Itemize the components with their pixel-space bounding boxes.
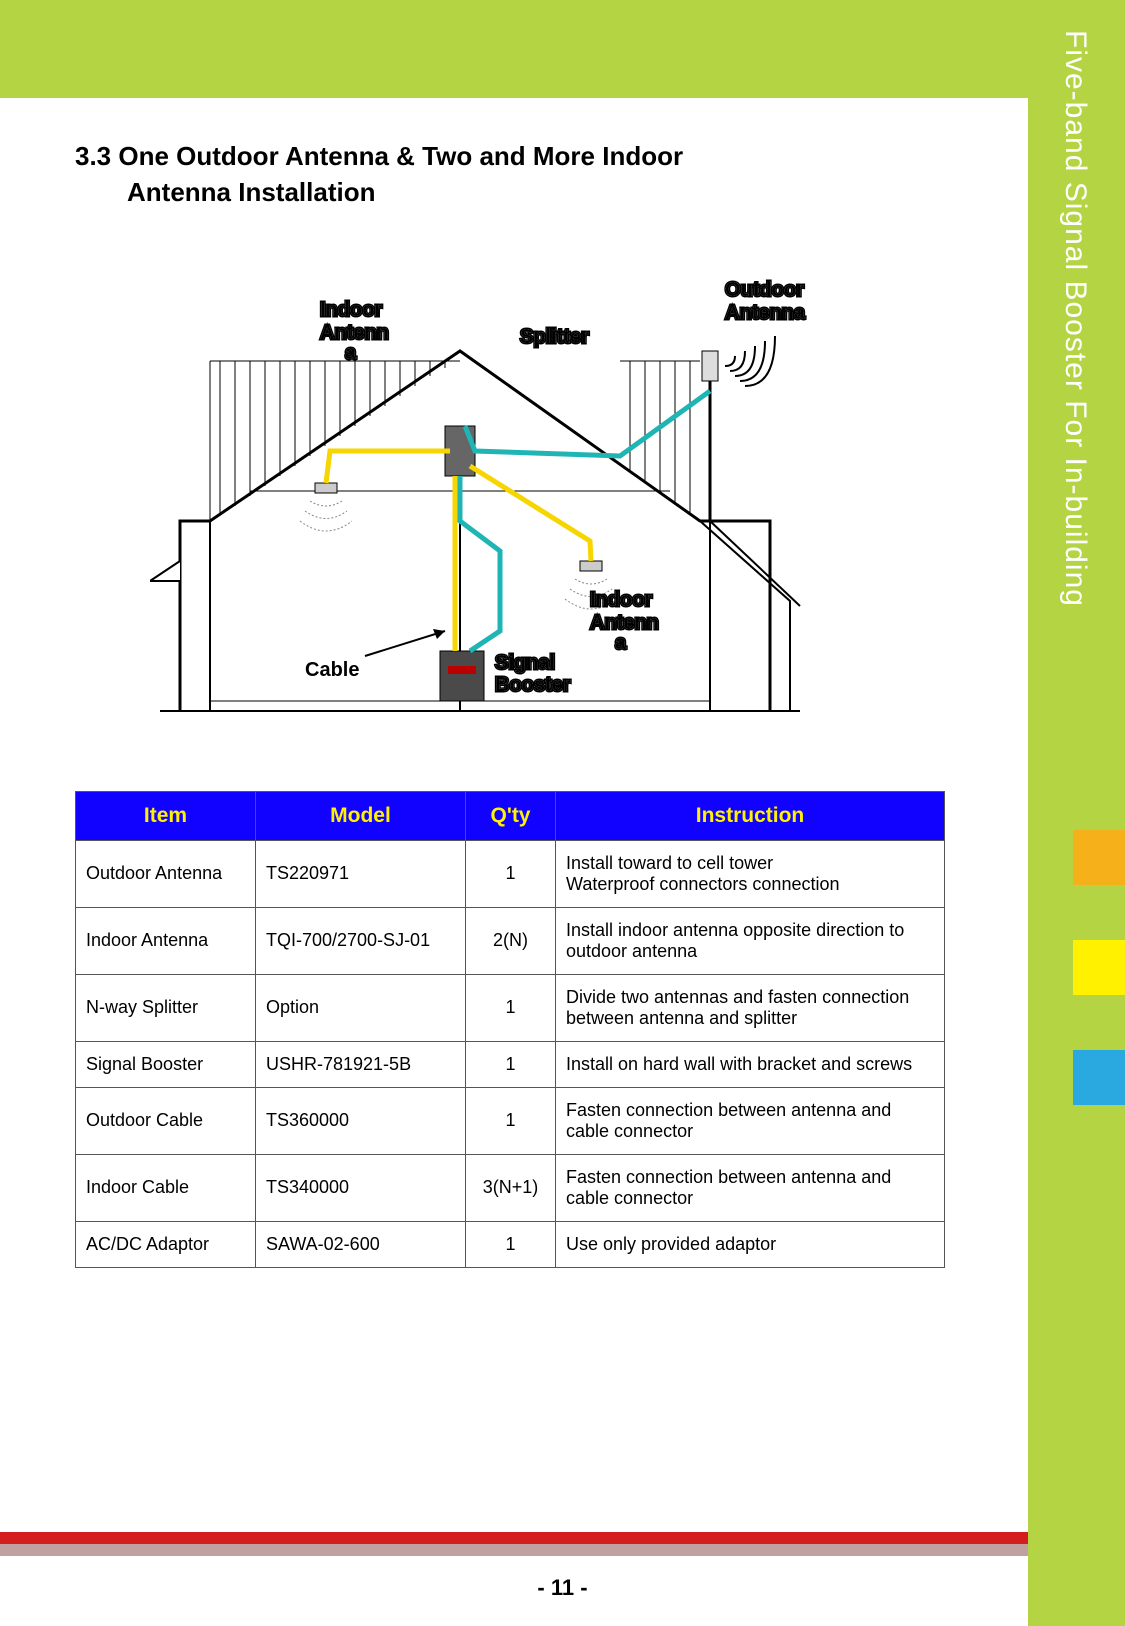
cell-item: Signal Booster bbox=[76, 1041, 256, 1087]
col-instruction: Instruction bbox=[556, 791, 945, 840]
cell-qty: 2(N) bbox=[466, 907, 556, 974]
side-block-cyan bbox=[1073, 1050, 1125, 1105]
installation-diagram: Indoor Indoor Antenn Antenn a a Splitter… bbox=[150, 261, 830, 731]
cell-qty: 1 bbox=[466, 1221, 556, 1267]
cell-qty: 1 bbox=[466, 1041, 556, 1087]
cell-item: AC/DC Adaptor bbox=[76, 1221, 256, 1267]
svg-text:Antenn: Antenn bbox=[320, 322, 389, 344]
cell-model: TS220971 bbox=[256, 840, 466, 907]
cell-instruction: Fasten connection between antenna and ca… bbox=[556, 1154, 945, 1221]
table-row: AC/DC Adaptor SAWA-02-600 1 Use only pro… bbox=[76, 1221, 945, 1267]
cell-instruction: Divide two antennas and fasten connectio… bbox=[556, 974, 945, 1041]
components-table: Item Model Q'ty Instruction Outdoor Ante… bbox=[75, 791, 945, 1268]
cell-instruction: Install toward to cell towerWaterproof c… bbox=[556, 840, 945, 907]
svg-text:Outdoor: Outdoor bbox=[725, 279, 804, 301]
cell-qty: 1 bbox=[466, 974, 556, 1041]
side-block-orange bbox=[1073, 830, 1125, 885]
cell-qty: 1 bbox=[466, 840, 556, 907]
bottom-bar-gray bbox=[0, 1544, 1028, 1556]
bottom-bars bbox=[0, 1532, 1028, 1556]
svg-text:Antenna: Antenna bbox=[725, 302, 806, 324]
table-row: Indoor Antenna TQI-700/2700-SJ-01 2(N) I… bbox=[76, 907, 945, 974]
cell-item: Outdoor Cable bbox=[76, 1087, 256, 1154]
cell-model: TS340000 bbox=[256, 1154, 466, 1221]
svg-text:Antenn: Antenn bbox=[590, 612, 659, 634]
svg-text:Splitter: Splitter bbox=[520, 326, 589, 348]
svg-text:a: a bbox=[345, 342, 357, 364]
cell-instruction: Use only provided adaptor bbox=[556, 1221, 945, 1267]
cell-model: TQI-700/2700-SJ-01 bbox=[256, 907, 466, 974]
section-title: 3.3 One Outdoor Antenna & Two and More I… bbox=[75, 138, 968, 211]
cell-instruction: Install indoor antenna opposite directio… bbox=[556, 907, 945, 974]
table-row: Outdoor Cable TS360000 1 Fasten connecti… bbox=[76, 1087, 945, 1154]
col-model: Model bbox=[256, 791, 466, 840]
cell-item: Indoor Cable bbox=[76, 1154, 256, 1221]
table-row: N-way Splitter Option 1 Divide two anten… bbox=[76, 974, 945, 1041]
cell-instruction: Fasten connection between antenna and ca… bbox=[556, 1087, 945, 1154]
cell-item: Indoor Antenna bbox=[76, 907, 256, 974]
svg-text:Booster: Booster bbox=[495, 674, 571, 696]
svg-text:Signal: Signal bbox=[495, 652, 555, 674]
bottom-bar-red bbox=[0, 1532, 1028, 1544]
cell-item: N-way Splitter bbox=[76, 974, 256, 1041]
cell-model: SAWA-02-600 bbox=[256, 1221, 466, 1267]
table-row: Indoor Cable TS340000 3(N+1) Fasten conn… bbox=[76, 1154, 945, 1221]
page-content: 3.3 One Outdoor Antenna & Two and More I… bbox=[0, 98, 1028, 1268]
table-header-row: Item Model Q'ty Instruction bbox=[76, 791, 945, 840]
svg-text:Indoor: Indoor bbox=[590, 589, 652, 611]
page-number: - 11 - bbox=[0, 1575, 1125, 1601]
cell-model: USHR-781921-5B bbox=[256, 1041, 466, 1087]
col-item: Item bbox=[76, 791, 256, 840]
table-row: Outdoor Antenna TS220971 1 Install towar… bbox=[76, 840, 945, 907]
section-title-line2: Antenna Installation bbox=[75, 174, 968, 210]
side-block-yellow bbox=[1073, 940, 1125, 995]
col-qty: Q'ty bbox=[466, 791, 556, 840]
cell-model: TS360000 bbox=[256, 1087, 466, 1154]
cell-model: Option bbox=[256, 974, 466, 1041]
side-title: Five-band Signal Booster For In-building bbox=[1058, 30, 1092, 607]
svg-text:Indoor: Indoor bbox=[320, 299, 382, 321]
cell-item: Outdoor Antenna bbox=[76, 840, 256, 907]
table-body: Outdoor Antenna TS220971 1 Install towar… bbox=[76, 840, 945, 1267]
cell-qty: 3(N+1) bbox=[466, 1154, 556, 1221]
section-title-line1: 3.3 One Outdoor Antenna & Two and More I… bbox=[75, 141, 683, 171]
top-bar bbox=[0, 0, 1125, 98]
cell-instruction: Install on hard wall with bracket and sc… bbox=[556, 1041, 945, 1087]
svg-text:Cable: Cable bbox=[305, 659, 359, 681]
cell-qty: 1 bbox=[466, 1087, 556, 1154]
table-row: Signal Booster USHR-781921-5B 1 Install … bbox=[76, 1041, 945, 1087]
svg-text:a: a bbox=[615, 632, 627, 654]
